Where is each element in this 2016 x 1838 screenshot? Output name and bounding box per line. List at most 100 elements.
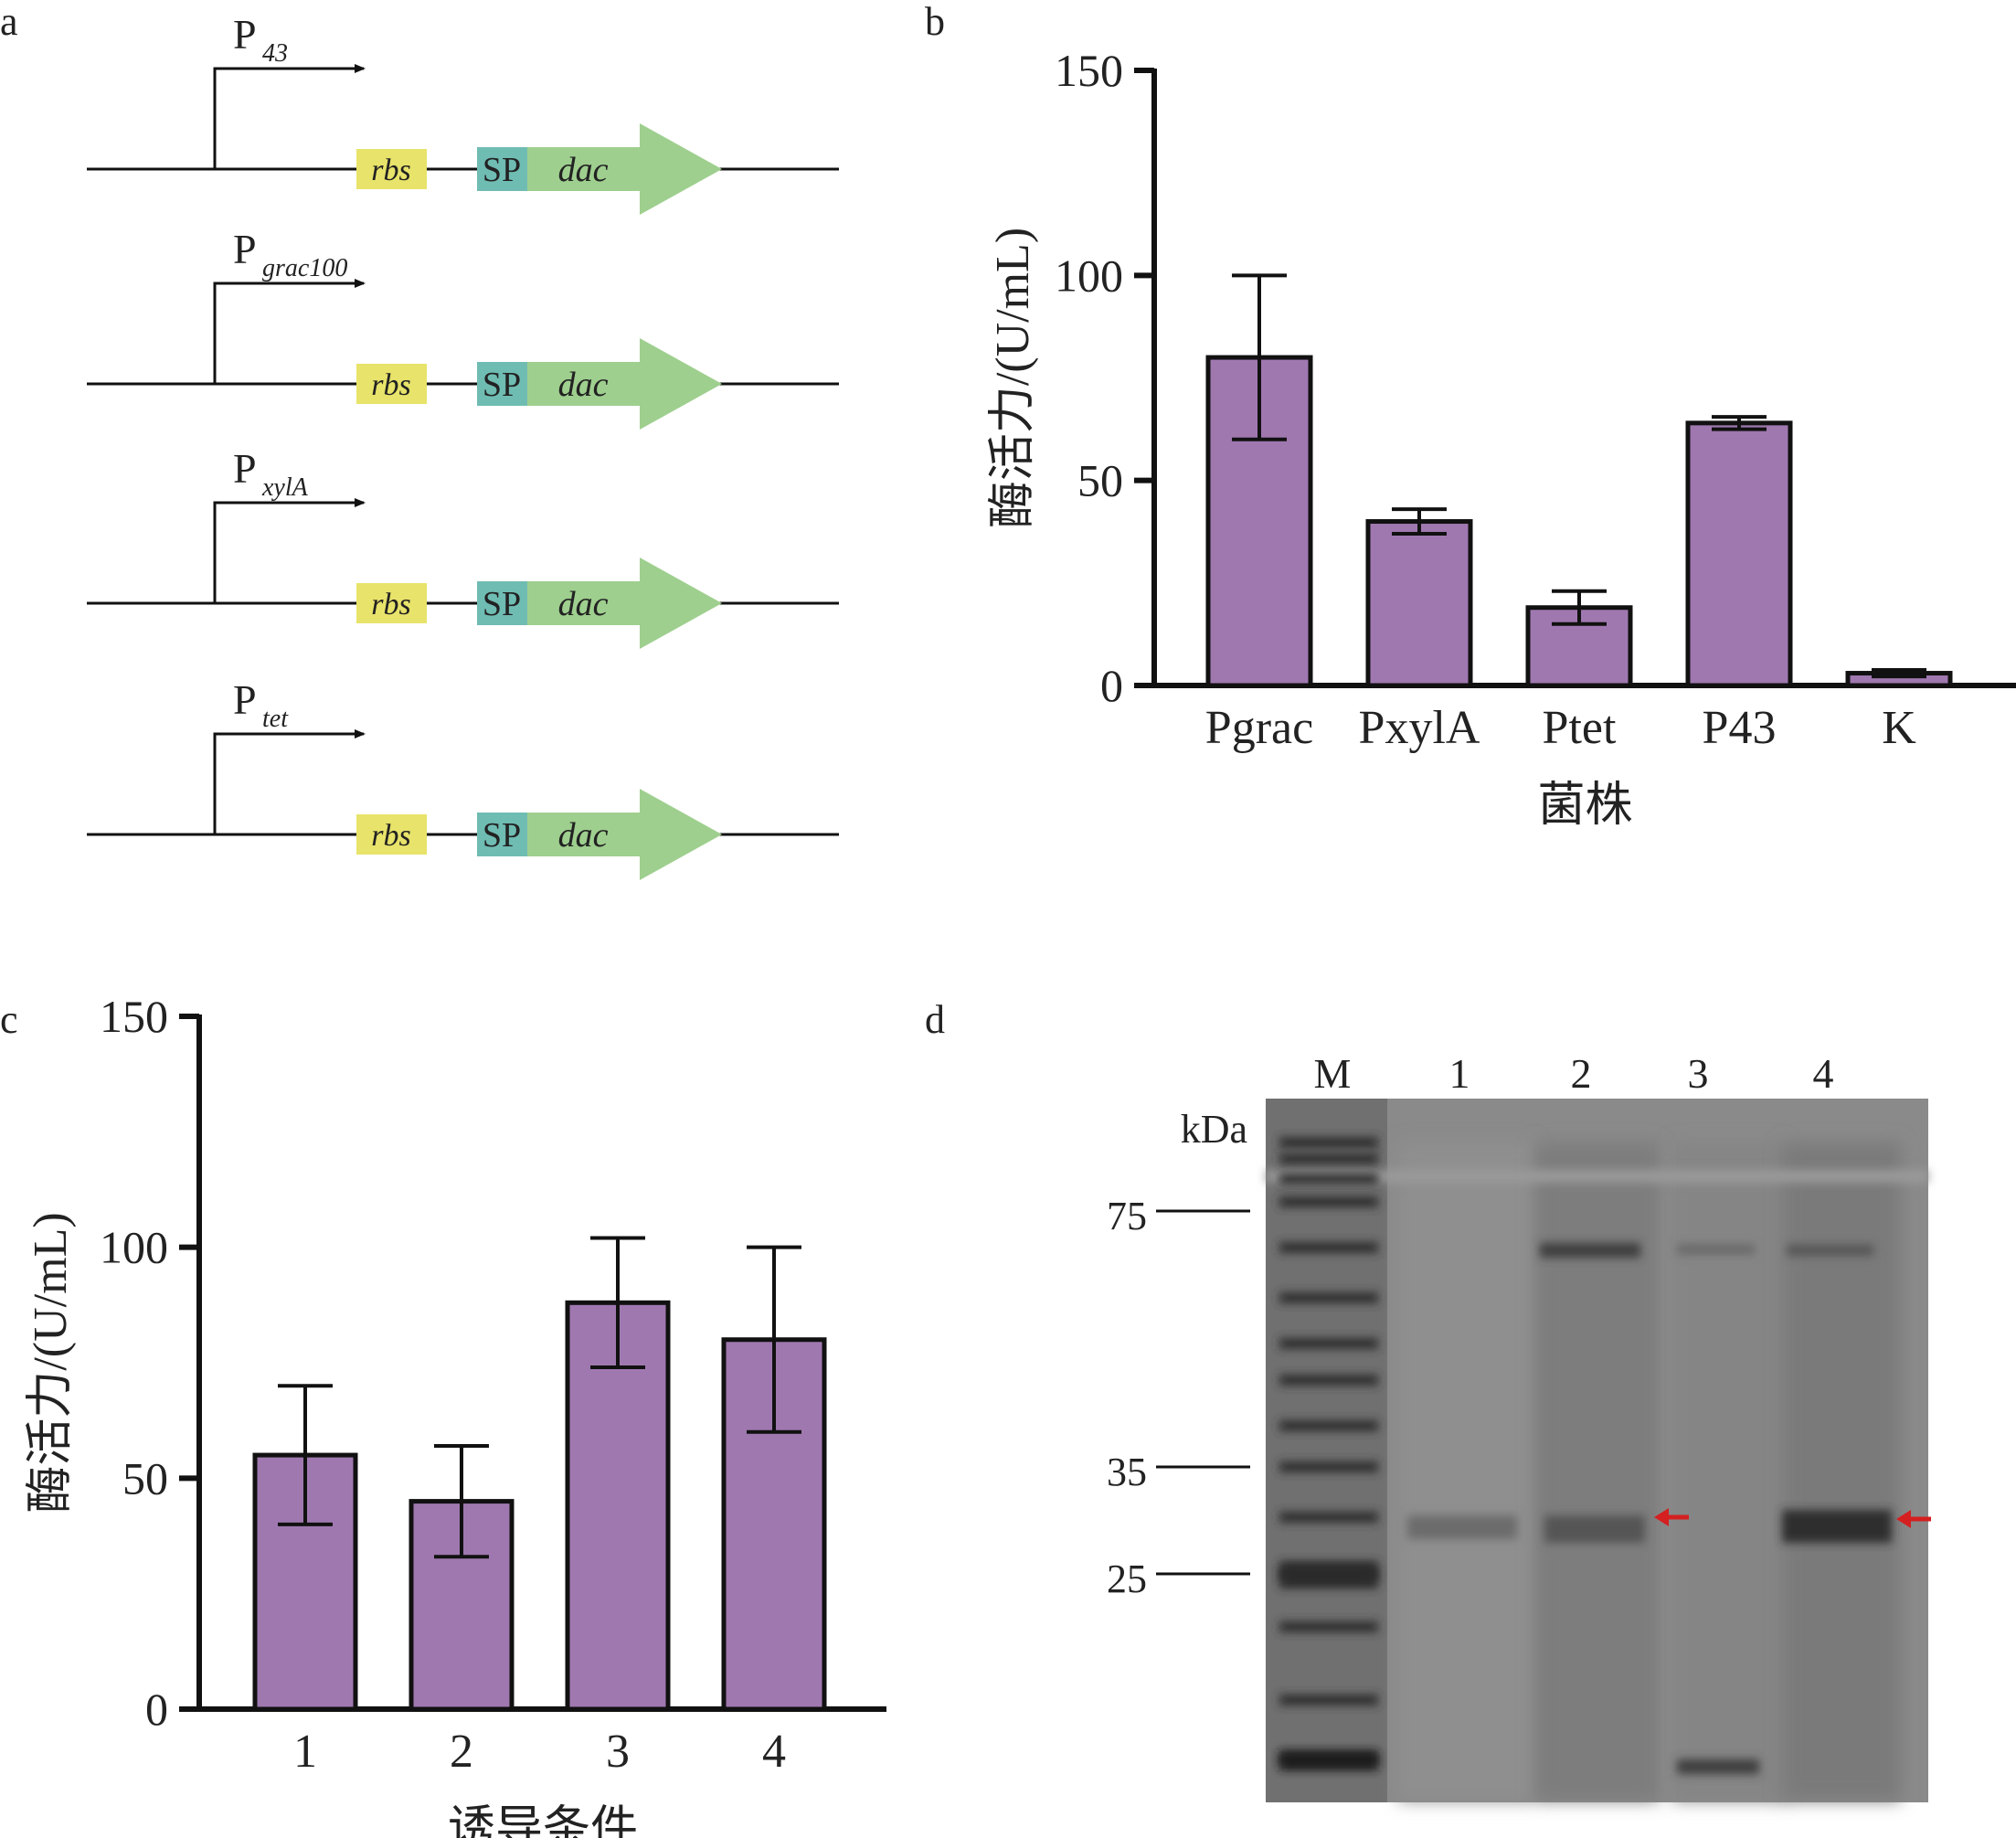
x-tick-label-3: 3 [606,1726,630,1778]
ladder-band [1279,1420,1378,1431]
marker-35-label: 35 [1107,1450,1147,1494]
marker-25-label: 25 [1107,1556,1147,1601]
lane-label-m: M [1314,1050,1352,1097]
ladder-band [1279,1196,1378,1207]
x-tick-label-K: K [1882,702,1916,754]
x-axis-title: 菌株 [1537,780,1632,832]
gene-arrow [525,123,722,215]
ladder-band [1279,1242,1378,1253]
gene-label: dac [558,816,609,855]
lane-label-3: 3 [1688,1050,1709,1097]
rbs-label: rbs [371,368,410,402]
promoter-subscript: xylA [261,473,309,502]
sample-band [1677,1245,1755,1254]
gel-top-edge [1266,1170,1928,1183]
sample-band [1407,1515,1517,1539]
x-axis-title: 诱导条件 [448,1803,638,1838]
panel-a-label: a [0,0,18,44]
promoter-arrow-icon [213,498,366,603]
rbs-box [356,149,427,189]
sample-band [1544,1515,1645,1543]
sample-band [1782,1510,1892,1543]
panel-c-chart: 0 50 100 150 1 2 3 4 诱导条件 酶活力/(U/mL) [25,991,886,1838]
rbs-label: rbs [371,154,410,187]
x-tick-label-P43: P43 [1703,702,1777,754]
sp-box [477,362,527,406]
kda-label: kDa [1181,1107,1247,1152]
sp-box [477,813,527,856]
sample-band [1677,1759,1759,1774]
promoter-label: P [233,445,257,492]
ladder-band [1279,1561,1378,1588]
bar-3 [565,1300,671,1712]
rbs-box [356,364,427,404]
gel-lane-1 [1398,1142,1535,1801]
y-tick-label: 150 [1055,45,1123,96]
x-tick-label-Pgrac: Pgrac [1205,702,1313,754]
ladder-band [1279,1750,1378,1770]
construct-1: P 43 SP dac rbs [87,11,839,215]
promoter-arrow-icon [213,729,366,834]
y-axis-title: 酶活力/(U/mL) [25,1212,77,1513]
y-tick-label: 0 [1100,660,1123,711]
sp-box [477,147,527,191]
marker-75-label: 75 [1107,1194,1147,1238]
y-axis-title: 酶活力/(U/mL) [987,228,1039,528]
y-tick-label: 0 [145,1684,168,1735]
y-tick-label: 50 [1077,455,1123,506]
gel-marker-lane [1266,1099,1387,1802]
ladder-band [1279,1338,1378,1349]
rbs-label: rbs [371,588,410,622]
promoter-subscript: tet [262,705,289,733]
bar-P43 [1685,420,1793,688]
ladder-band [1279,1461,1378,1472]
gel-lane-2 [1535,1142,1659,1801]
ladder-band [1279,1137,1378,1148]
x-tick-label-PxylA: PxylA [1359,702,1480,754]
gene-arrow [525,558,722,649]
promoter-label: P [233,226,257,272]
sp-label: SP [483,816,521,855]
panel-d-label: d [925,997,945,1042]
ladder-band [1279,1292,1378,1303]
x-tick-label-2: 2 [450,1726,473,1778]
promoter-subscript: 43 [262,39,288,68]
lane-label-1: 1 [1449,1050,1470,1097]
promoter-label: P [233,676,257,723]
rbs-label: rbs [371,819,410,853]
red-arrowhead-icon [1896,1510,1911,1528]
promoter-label: P [233,11,257,58]
y-tick-label: 150 [100,991,168,1042]
promoter-arrow-icon [213,64,366,169]
y-tick-label: 50 [122,1452,168,1503]
bar-PxylA [1365,519,1473,688]
gel-lane-3 [1672,1142,1787,1801]
gel-lane-4 [1782,1142,1901,1801]
y-tick-label: 100 [100,1222,168,1273]
sp-box [477,581,527,625]
ladder-band [1279,1512,1378,1523]
panel-b-label: b [925,0,945,44]
panel-b-chart: 0 50 100 150 Pgrac PxylA Ptet P43 K 菌株 酶活力/(U/mL) [987,45,2016,832]
gene-label: dac [558,585,609,623]
x-tick-label-Ptet: Ptet [1543,702,1617,754]
x-tick-label-1: 1 [293,1726,317,1778]
sp-label: SP [483,151,521,189]
x-tick-label-4: 4 [762,1726,786,1778]
promoter-subscript: grac100 [262,254,347,282]
gene-arrow [525,789,722,880]
ladder-band [1279,1621,1378,1632]
sample-band [1787,1245,1873,1256]
ladder-band [1279,1174,1378,1185]
promoter-arrow-icon [213,279,366,384]
rbs-box [356,583,427,623]
lane-label-2: 2 [1571,1050,1592,1097]
panel-c-label: c [0,997,18,1042]
panel-d-gel: M 1 2 3 4 kDa 75 35 25 [1107,1050,1931,1802]
sp-label: SP [483,585,521,623]
lane-label-4: 4 [1813,1050,1834,1097]
